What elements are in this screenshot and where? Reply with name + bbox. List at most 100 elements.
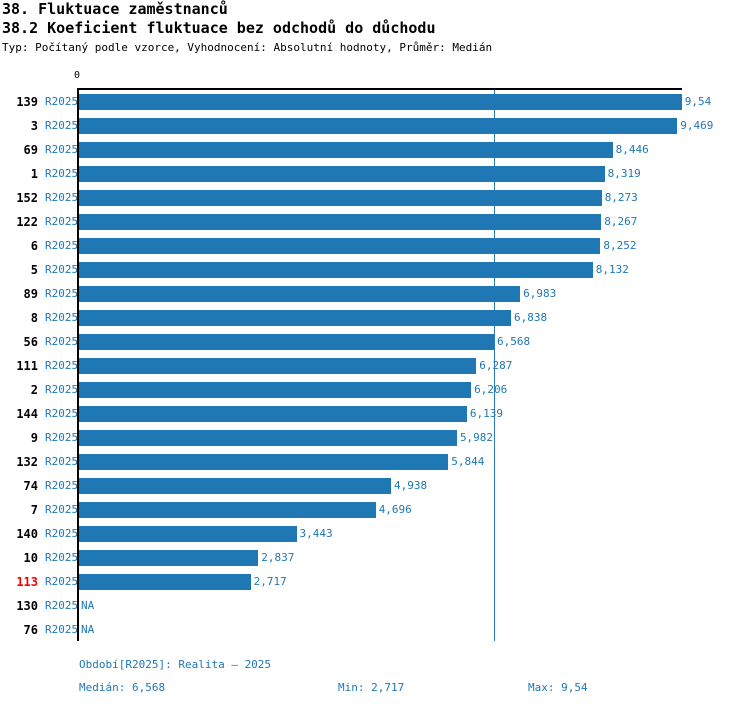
chart-title: 38.2 Koeficient fluktuace bez odchodů do… bbox=[2, 19, 436, 37]
row-period-label: R2025 bbox=[45, 191, 79, 204]
table-row[interactable]: 76 R2025 NA bbox=[0, 618, 750, 642]
bar-value-label: 8,446 bbox=[615, 143, 649, 156]
bar[interactable] bbox=[79, 454, 449, 470]
row-period-label: R2025 bbox=[45, 143, 79, 156]
bar-value-label: 6,287 bbox=[479, 359, 513, 372]
footer-statistics: Medián: 6,568 Min: 2,717 Max: 9,54 bbox=[0, 681, 750, 697]
bar-value-label: 9,469 bbox=[680, 119, 714, 132]
bar[interactable] bbox=[79, 214, 602, 230]
bar[interactable] bbox=[79, 118, 678, 134]
stat-max: Max: 9,54 bbox=[528, 681, 588, 694]
row-id-label: 9 bbox=[30, 431, 38, 445]
table-row[interactable]: 89 R2025 6,983 bbox=[0, 282, 750, 306]
table-row[interactable]: 6 R2025 8,252 bbox=[0, 234, 750, 258]
bar-value-label: 6,983 bbox=[523, 287, 557, 300]
row-id-label: 56 bbox=[23, 335, 38, 349]
row-period-label: R2025 bbox=[45, 503, 79, 516]
table-row[interactable]: 113 R2025 2,717 bbox=[0, 570, 750, 594]
bar[interactable] bbox=[79, 190, 602, 206]
row-na-label: NA bbox=[81, 623, 95, 636]
row-id-label: 6 bbox=[30, 239, 38, 253]
row-period-label: R2025 bbox=[45, 95, 79, 108]
table-row[interactable]: 3 R2025 9,469 bbox=[0, 114, 750, 138]
row-period-label: R2025 bbox=[45, 359, 79, 372]
bar[interactable] bbox=[79, 94, 682, 110]
row-id-label: 140 bbox=[16, 527, 38, 541]
bar-value-label: 6,568 bbox=[496, 335, 531, 348]
table-row[interactable]: 2 R2025 6,206 bbox=[0, 378, 750, 402]
row-na-label: NA bbox=[81, 599, 95, 612]
table-row[interactable]: 74 R2025 4,938 bbox=[0, 474, 750, 498]
period-note: Období[R2025]: Realita – 2025 bbox=[79, 658, 272, 671]
row-id-label: 132 bbox=[16, 455, 38, 469]
table-row[interactable]: 111 R2025 6,287 bbox=[0, 354, 750, 378]
table-row[interactable]: 69 R2025 8,446 bbox=[0, 138, 750, 162]
table-row[interactable]: 9 R2025 5,982 bbox=[0, 426, 750, 450]
bar-value-label: 8,252 bbox=[603, 239, 637, 252]
row-period-label: R2025 bbox=[45, 623, 79, 636]
table-row[interactable]: 140 R2025 3,443 bbox=[0, 522, 750, 546]
table-row[interactable]: 130 R2025 NA bbox=[0, 594, 750, 618]
row-id-label: 139 bbox=[16, 95, 38, 109]
row-id-label: 144 bbox=[16, 407, 38, 421]
bar[interactable] bbox=[79, 334, 494, 350]
bar[interactable] bbox=[79, 574, 251, 590]
row-id-label: 113 bbox=[16, 575, 38, 589]
x-axis-tick-zero: 0 bbox=[74, 70, 81, 81]
bar-value-label: 4,696 bbox=[378, 503, 412, 516]
table-row[interactable]: 144 R2025 6,139 bbox=[0, 402, 750, 426]
row-period-label: R2025 bbox=[45, 215, 79, 228]
bar[interactable] bbox=[79, 406, 467, 422]
bar[interactable] bbox=[79, 238, 601, 254]
row-period-label: R2025 bbox=[45, 431, 79, 444]
row-id-label: 69 bbox=[23, 143, 38, 157]
bar[interactable] bbox=[79, 478, 391, 494]
bar[interactable] bbox=[79, 310, 512, 326]
row-id-label: 1 bbox=[30, 167, 38, 181]
bar-value-label: 8,132 bbox=[595, 263, 629, 276]
bar[interactable] bbox=[79, 502, 376, 518]
row-id-label: 5 bbox=[30, 263, 38, 277]
row-id-label: 89 bbox=[23, 287, 38, 301]
row-id-label: 2 bbox=[30, 383, 38, 397]
table-row[interactable]: 56 R2025 6,568 bbox=[0, 330, 750, 354]
bar[interactable] bbox=[79, 262, 593, 278]
row-period-label: R2025 bbox=[45, 263, 79, 276]
row-id-label: 10 bbox=[23, 551, 38, 565]
bar[interactable] bbox=[79, 550, 259, 566]
row-period-label: R2025 bbox=[45, 599, 79, 612]
plot-top-rule bbox=[79, 88, 682, 90]
bar[interactable] bbox=[79, 358, 477, 374]
row-period-label: R2025 bbox=[45, 287, 79, 300]
row-period-label: R2025 bbox=[45, 383, 79, 396]
bar-value-label: 5,844 bbox=[451, 455, 485, 468]
chart-subtitle: Typ: Počítaný podle vzorce, Vyhodnocení:… bbox=[2, 41, 493, 54]
bar-value-label: 6,838 bbox=[514, 311, 548, 324]
table-row[interactable]: 5 R2025 8,132 bbox=[0, 258, 750, 282]
row-id-label: 76 bbox=[23, 623, 38, 637]
table-row[interactable]: 139 R2025 9,54 bbox=[0, 90, 750, 114]
bar-value-label: 4,938 bbox=[393, 479, 428, 492]
bar-value-label: 6,206 bbox=[474, 383, 508, 396]
bar[interactable] bbox=[79, 382, 472, 398]
table-row[interactable]: 132 R2025 5,844 bbox=[0, 450, 750, 474]
row-period-label: R2025 bbox=[45, 167, 79, 180]
table-row[interactable]: 10 R2025 2,837 bbox=[0, 546, 750, 570]
row-period-label: R2025 bbox=[45, 527, 79, 540]
bar[interactable] bbox=[79, 142, 613, 158]
table-row[interactable]: 7 R2025 4,696 bbox=[0, 498, 750, 522]
bar-value-label: 2,717 bbox=[253, 575, 287, 588]
bar-value-label: 8,273 bbox=[604, 191, 638, 204]
row-id-label: 3 bbox=[30, 119, 38, 133]
table-row[interactable]: 1 R2025 8,319 bbox=[0, 162, 750, 186]
bar[interactable] bbox=[79, 286, 521, 302]
bar[interactable] bbox=[79, 526, 297, 542]
table-row[interactable]: 152 R2025 8,273 bbox=[0, 186, 750, 210]
bar[interactable] bbox=[79, 430, 457, 446]
bar-value-label: 8,319 bbox=[607, 167, 641, 180]
bar[interactable] bbox=[79, 166, 605, 182]
table-row[interactable]: 122 R2025 8,267 bbox=[0, 210, 750, 234]
table-row[interactable]: 8 R2025 6,838 bbox=[0, 306, 750, 330]
median-reference-line bbox=[493, 90, 495, 641]
